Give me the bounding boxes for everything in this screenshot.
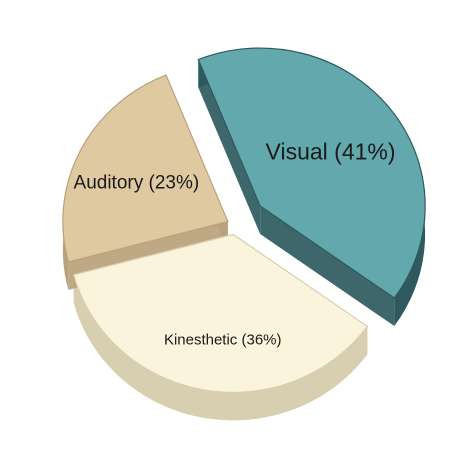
pie-face-visual-1 xyxy=(260,206,395,327)
pie-slice-auditory xyxy=(62,74,229,263)
pie-side-kinesthetic xyxy=(73,274,368,421)
data-label-visual: Visual (41%) xyxy=(266,139,396,165)
data-label-auditory: Auditory (23%) xyxy=(74,173,200,194)
data-label-kinesthetic: Kinesthetic (36%) xyxy=(164,332,282,349)
pie-labels: Visual (41%) Kinesthetic (36%) Auditory (2… xyxy=(74,139,396,349)
pie-slice-visual xyxy=(197,47,426,299)
pie-tops xyxy=(62,47,426,393)
pie-face-visual-0 xyxy=(198,59,261,235)
pie-slice-kinesthetic xyxy=(72,233,369,393)
